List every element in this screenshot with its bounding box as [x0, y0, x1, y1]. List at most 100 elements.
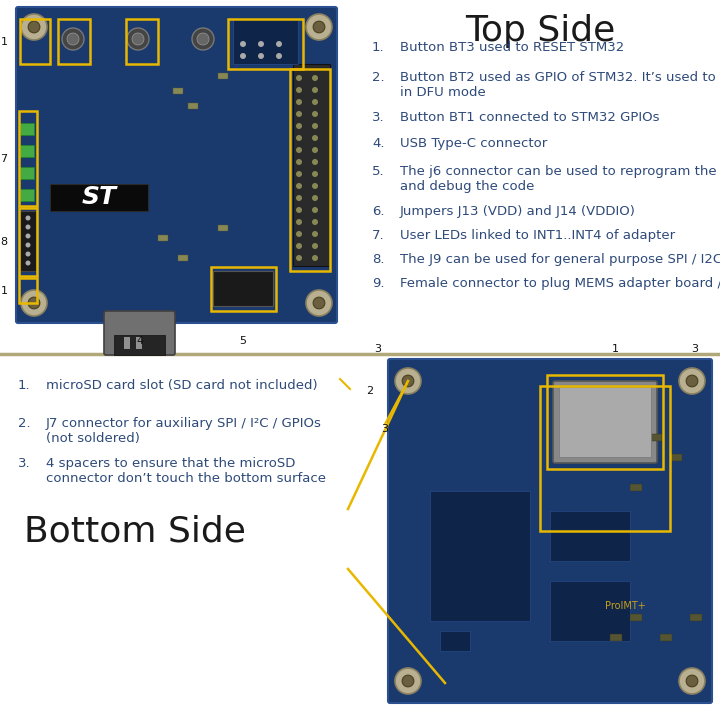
Bar [158, 235, 168, 241]
Text: 1.: 1. [18, 379, 31, 392]
Circle shape [312, 147, 318, 153]
Bar [19, 111, 37, 206]
Circle shape [313, 297, 325, 309]
Circle shape [296, 111, 302, 117]
Circle shape [240, 53, 246, 59]
Bar [290, 69, 330, 271]
Circle shape [402, 375, 414, 387]
Text: 8: 8 [1, 237, 8, 247]
Circle shape [21, 14, 47, 40]
Circle shape [296, 171, 302, 177]
Circle shape [312, 231, 318, 237]
Circle shape [25, 216, 30, 220]
Bar [670, 454, 682, 461]
Circle shape [296, 87, 302, 93]
Text: 1: 1 [611, 344, 618, 354]
Text: 3: 3 [374, 344, 382, 354]
Bar [430, 491, 530, 621]
Bar [20, 145, 34, 157]
Bar [550, 511, 630, 561]
Bar [136, 337, 142, 349]
Bar [650, 434, 662, 441]
Circle shape [312, 123, 318, 129]
Bar [20, 167, 34, 179]
Bar [660, 634, 672, 641]
Circle shape [312, 243, 318, 249]
Text: 5: 5 [240, 336, 246, 346]
Text: Top Side: Top Side [465, 14, 615, 48]
Circle shape [312, 255, 318, 261]
Bar [126, 19, 158, 64]
Text: 6: 6 [263, 0, 269, 2]
Text: User LEDs linked to INT1..INT4 of adapter: User LEDs linked to INT1..INT4 of adapte… [400, 229, 675, 242]
Text: 9.: 9. [372, 277, 384, 290]
Circle shape [312, 75, 318, 81]
Circle shape [312, 171, 318, 177]
Circle shape [312, 195, 318, 201]
Circle shape [395, 368, 421, 394]
Bar [630, 484, 642, 491]
Circle shape [132, 33, 144, 45]
FancyBboxPatch shape [388, 359, 712, 703]
Bar [124, 337, 130, 349]
Bar [20, 19, 50, 64]
Text: Female connector to plug MEMS adapter board / Kit: Female connector to plug MEMS adapter bo… [400, 277, 720, 290]
Text: 3.: 3. [372, 111, 384, 124]
Text: 2.: 2. [18, 417, 31, 430]
Bar [218, 73, 228, 79]
FancyBboxPatch shape [104, 311, 175, 355]
Circle shape [312, 219, 318, 225]
Circle shape [296, 75, 302, 81]
Circle shape [240, 41, 246, 47]
Circle shape [296, 219, 302, 225]
Text: 2.: 2. [372, 71, 384, 84]
Circle shape [258, 41, 264, 47]
Bar [58, 19, 90, 64]
Text: ST: ST [81, 186, 117, 209]
Bar [20, 211, 36, 271]
Bar [550, 581, 630, 641]
Text: 2: 2 [366, 386, 374, 396]
Circle shape [25, 242, 30, 247]
Text: The J9 can be used for general purpose SPI / I2C bus: The J9 can be used for general purpose S… [400, 253, 720, 266]
Text: J7 connector for auxiliary SPI / I²C / GPIOs
(not soldered): J7 connector for auxiliary SPI / I²C / G… [46, 417, 322, 445]
Circle shape [296, 135, 302, 141]
Text: 6.: 6. [372, 205, 384, 218]
Text: 5.: 5. [372, 165, 384, 178]
Bar [211, 267, 276, 311]
Text: Button BT2 used as GPIO of STM32. It’s used to enter
in DFU mode: Button BT2 used as GPIO of STM32. It’s u… [400, 71, 720, 99]
Circle shape [127, 28, 149, 50]
Circle shape [296, 147, 302, 153]
Text: 7: 7 [1, 154, 8, 164]
Text: Button BT3 used to RESET STM32: Button BT3 used to RESET STM32 [400, 41, 624, 54]
Bar [114, 335, 165, 355]
Circle shape [306, 14, 332, 40]
Circle shape [312, 159, 318, 165]
Text: 4.: 4. [372, 137, 384, 150]
Circle shape [276, 53, 282, 59]
Text: Button BT1 connected to STM32 GPIOs: Button BT1 connected to STM32 GPIOs [400, 111, 660, 124]
Bar [620, 414, 632, 421]
Bar [20, 189, 34, 201]
Bar [233, 19, 298, 64]
Bar [547, 375, 663, 469]
Bar [690, 614, 702, 621]
Circle shape [296, 243, 302, 249]
Circle shape [312, 87, 318, 93]
FancyBboxPatch shape [553, 381, 657, 463]
Text: 3: 3 [382, 424, 389, 434]
Circle shape [62, 28, 84, 50]
Bar [19, 208, 37, 276]
Circle shape [679, 668, 705, 694]
Text: 3: 3 [691, 344, 698, 354]
Circle shape [313, 21, 325, 33]
Text: 3.: 3. [18, 457, 31, 470]
Circle shape [197, 33, 209, 45]
Text: microSD card slot (SD card not included): microSD card slot (SD card not included) [46, 379, 318, 392]
Circle shape [192, 28, 214, 50]
Circle shape [296, 255, 302, 261]
Circle shape [395, 668, 421, 694]
Circle shape [25, 252, 30, 257]
Text: 7.: 7. [372, 229, 384, 242]
Text: ProIMT+: ProIMT+ [605, 601, 645, 611]
